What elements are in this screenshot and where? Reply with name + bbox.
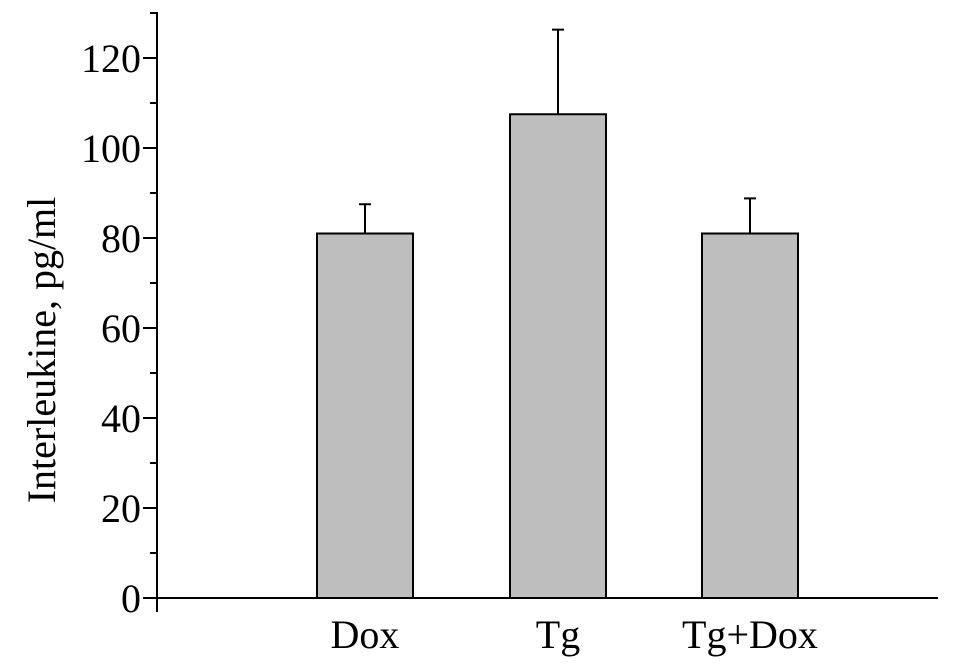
- x-category-label-tg: Tg: [536, 612, 580, 657]
- y-tick-label-0: 0: [121, 576, 141, 621]
- error-bars-group: [359, 28, 756, 234]
- y-tick-labels-group: 0 20 40 60 80 100 120: [81, 36, 141, 621]
- bars-group: [316, 113, 799, 599]
- bar-tg: [509, 113, 607, 599]
- y-tick-label-40: 40: [101, 396, 141, 441]
- y-tick-label-100: 100: [81, 126, 141, 171]
- y-tick-label-60: 60: [101, 306, 141, 351]
- bar-dox: [316, 232, 414, 599]
- axes-group: [143, 12, 938, 612]
- y-tick-label-20: 20: [101, 486, 141, 531]
- y-tick-label-120: 120: [81, 36, 141, 81]
- bar-tg-dox: [701, 232, 799, 599]
- y-tick-label-80: 80: [101, 216, 141, 261]
- x-category-label-tg-dox: Tg+Dox: [682, 612, 818, 657]
- x-category-label-dox: Dox: [331, 612, 400, 657]
- x-category-labels-group: Dox Tg Tg+Dox: [331, 612, 818, 657]
- y-axis-title: Interleukine, pg/ml: [19, 197, 64, 504]
